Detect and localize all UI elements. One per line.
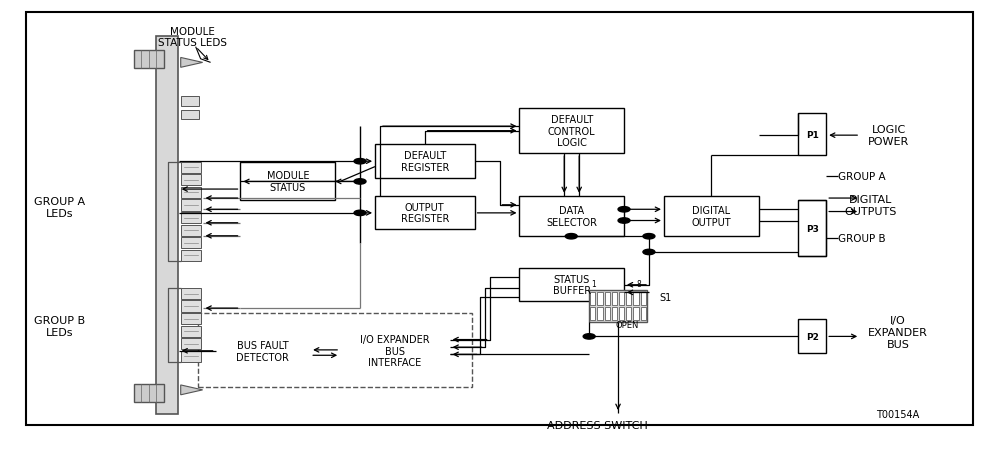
Polygon shape: [181, 58, 203, 68]
FancyBboxPatch shape: [134, 51, 164, 69]
FancyBboxPatch shape: [181, 351, 201, 362]
FancyBboxPatch shape: [181, 301, 201, 312]
FancyBboxPatch shape: [181, 188, 201, 198]
FancyBboxPatch shape: [340, 327, 450, 376]
Polygon shape: [181, 385, 203, 395]
FancyBboxPatch shape: [519, 268, 624, 302]
FancyBboxPatch shape: [633, 307, 638, 320]
Text: GROUP B: GROUP B: [838, 234, 886, 244]
Text: 1: 1: [591, 279, 595, 288]
Text: MODULE
STATUS: MODULE STATUS: [267, 171, 309, 193]
FancyBboxPatch shape: [181, 162, 201, 174]
FancyBboxPatch shape: [597, 307, 602, 320]
FancyBboxPatch shape: [375, 196, 475, 230]
FancyBboxPatch shape: [589, 290, 647, 322]
FancyBboxPatch shape: [664, 196, 758, 237]
FancyBboxPatch shape: [519, 196, 624, 237]
FancyBboxPatch shape: [626, 292, 631, 305]
FancyBboxPatch shape: [590, 292, 595, 305]
FancyBboxPatch shape: [633, 292, 638, 305]
Circle shape: [618, 218, 630, 224]
FancyBboxPatch shape: [181, 250, 201, 262]
Text: DEFAULT
CONTROL
LOGIC: DEFAULT CONTROL LOGIC: [547, 115, 595, 148]
Text: GROUP B
LEDs: GROUP B LEDs: [34, 316, 85, 337]
Text: GROUP A: GROUP A: [838, 171, 886, 181]
FancyBboxPatch shape: [181, 313, 201, 325]
Text: P3: P3: [806, 224, 819, 233]
Circle shape: [583, 334, 595, 339]
FancyBboxPatch shape: [26, 13, 973, 425]
FancyBboxPatch shape: [241, 163, 335, 201]
FancyBboxPatch shape: [198, 313, 472, 387]
Text: I/O EXPANDER
BUS
INTERFACE: I/O EXPANDER BUS INTERFACE: [360, 335, 430, 368]
FancyBboxPatch shape: [181, 225, 201, 236]
FancyBboxPatch shape: [181, 97, 199, 107]
FancyBboxPatch shape: [611, 292, 617, 305]
FancyBboxPatch shape: [626, 307, 631, 320]
FancyBboxPatch shape: [181, 288, 201, 299]
FancyBboxPatch shape: [798, 201, 826, 257]
FancyBboxPatch shape: [798, 320, 826, 353]
Circle shape: [354, 159, 366, 165]
Circle shape: [643, 234, 655, 239]
FancyBboxPatch shape: [181, 110, 199, 120]
Circle shape: [618, 207, 630, 212]
Text: T00154A: T00154A: [876, 409, 920, 419]
Text: BUS FAULT
DETECTOR: BUS FAULT DETECTOR: [237, 340, 290, 362]
FancyBboxPatch shape: [181, 200, 201, 211]
Text: DIGITAL
OUTPUTS: DIGITAL OUTPUTS: [844, 194, 896, 216]
Circle shape: [643, 250, 655, 255]
FancyBboxPatch shape: [375, 145, 475, 179]
FancyBboxPatch shape: [640, 292, 646, 305]
Text: S1: S1: [659, 292, 671, 302]
FancyBboxPatch shape: [640, 307, 646, 320]
FancyBboxPatch shape: [619, 307, 624, 320]
Text: P2: P2: [806, 332, 819, 341]
Text: STATUS
BUFFER: STATUS BUFFER: [552, 274, 590, 296]
FancyBboxPatch shape: [519, 109, 624, 154]
FancyBboxPatch shape: [590, 307, 595, 320]
Text: I/O
EXPANDER
BUS: I/O EXPANDER BUS: [868, 316, 928, 349]
Text: DEFAULT
REGISTER: DEFAULT REGISTER: [401, 151, 449, 172]
FancyBboxPatch shape: [181, 326, 201, 337]
Circle shape: [565, 234, 577, 239]
Text: OPEN: OPEN: [615, 321, 638, 330]
Text: GROUP A
LEDs: GROUP A LEDs: [34, 197, 85, 218]
Text: ADDRESS SWITCH: ADDRESS SWITCH: [546, 420, 647, 430]
Text: DATA
SELECTOR: DATA SELECTOR: [546, 206, 597, 227]
FancyBboxPatch shape: [798, 114, 826, 156]
Text: LOGIC
POWER: LOGIC POWER: [868, 125, 909, 147]
Text: MODULE
STATUS LEDS: MODULE STATUS LEDS: [158, 27, 227, 48]
FancyBboxPatch shape: [604, 307, 609, 320]
Text: OUTPUT
REGISTER: OUTPUT REGISTER: [401, 202, 449, 224]
Circle shape: [354, 179, 366, 185]
FancyBboxPatch shape: [156, 37, 178, 414]
FancyBboxPatch shape: [181, 175, 201, 186]
FancyBboxPatch shape: [181, 338, 201, 350]
FancyBboxPatch shape: [134, 385, 164, 403]
FancyBboxPatch shape: [619, 292, 624, 305]
Text: 8: 8: [637, 279, 641, 288]
FancyBboxPatch shape: [181, 238, 201, 249]
FancyBboxPatch shape: [216, 331, 311, 371]
Text: P1: P1: [806, 130, 819, 139]
FancyBboxPatch shape: [611, 307, 617, 320]
Circle shape: [354, 211, 366, 216]
FancyBboxPatch shape: [181, 212, 201, 224]
FancyBboxPatch shape: [604, 292, 609, 305]
FancyBboxPatch shape: [597, 292, 602, 305]
Text: DIGITAL
OUTPUT: DIGITAL OUTPUT: [691, 206, 731, 227]
